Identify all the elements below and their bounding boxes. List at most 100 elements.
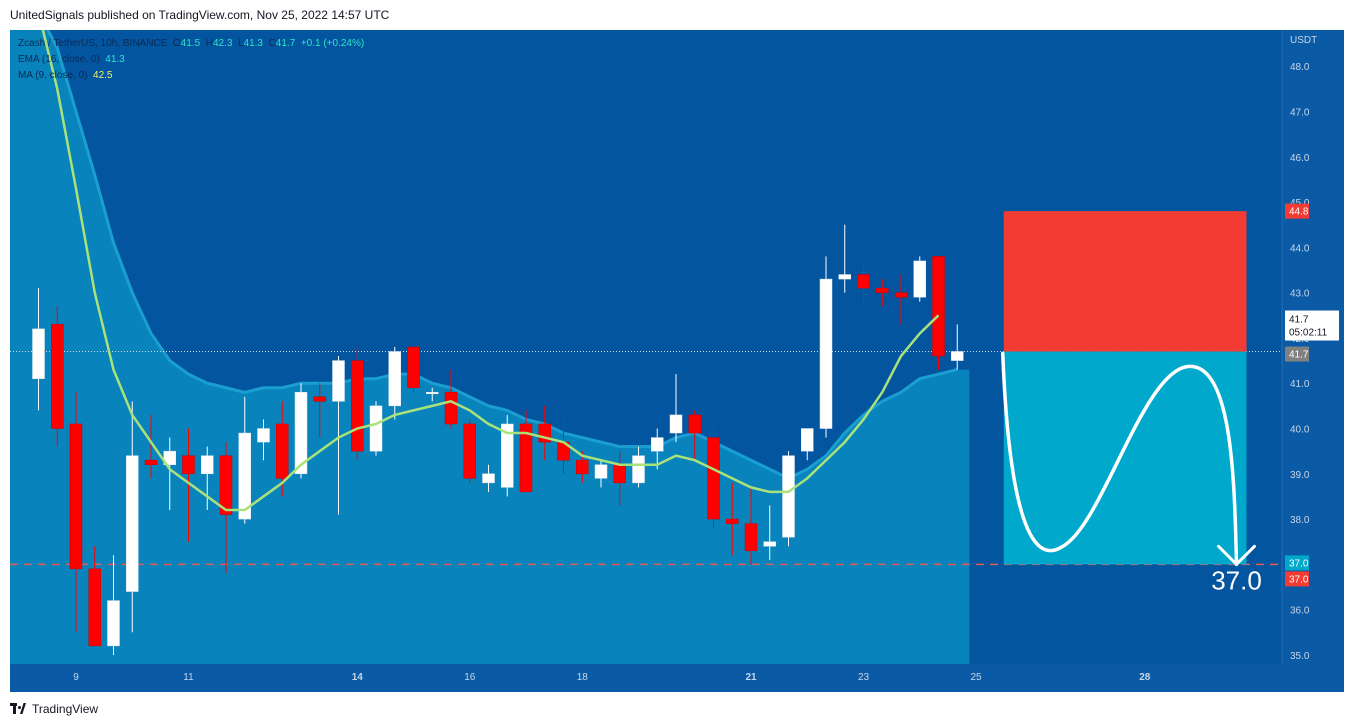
candle-body [688, 414, 701, 434]
x-tick-label: 9 [73, 672, 79, 683]
tradingview-logo-icon [10, 703, 28, 715]
time-axis-background [10, 664, 1344, 692]
candle-body [313, 396, 326, 402]
candle-body [726, 518, 739, 524]
candle-body [276, 423, 289, 479]
candle-body [594, 464, 608, 479]
candle-body [501, 423, 514, 488]
candle-body [857, 274, 870, 289]
x-tick-label: 28 [1139, 672, 1151, 683]
legend-symbol: Zcash / TetherUS, 10h, BINANCE [18, 38, 168, 49]
chart-area[interactable]: 37.048.047.046.045.044.043.042.041.040.0… [10, 30, 1344, 692]
x-tick-label: 11 [183, 672, 194, 683]
legend-change: +0.1 (+0.24%) [300, 38, 365, 49]
candle-body [388, 351, 401, 407]
candle-body [519, 423, 533, 493]
legend-open-value: 41.5 [180, 38, 201, 49]
price-tag [1285, 571, 1309, 587]
y-tick-label: 47.0 [1290, 108, 1310, 119]
candle-body [126, 455, 139, 592]
projected-path-curve [1001, 351, 1239, 567]
legend-ma-label: MA (9, close, 0) [18, 70, 88, 81]
x-tick-label: 14 [352, 672, 364, 683]
last-price-tag [1285, 310, 1339, 341]
take-profit-zone [1003, 351, 1247, 565]
candle-body [238, 432, 251, 520]
target-annotation-label: 37.0 [1211, 565, 1262, 595]
candle-body [144, 459, 158, 465]
candle-body [426, 392, 439, 395]
legend-ema-row: EMA (16, close, 0) 41.3 [18, 52, 364, 68]
candle-body [763, 541, 776, 547]
y-tick-label: 43.0 [1290, 289, 1310, 300]
candle-body [932, 256, 945, 357]
legend-symbol-row: Zcash / TetherUS, 10h, BINANCE O41.5 H42… [18, 36, 364, 52]
candle-body [819, 278, 833, 429]
candle-body [913, 260, 926, 298]
candle-body [32, 328, 45, 379]
ema-line [46, 30, 958, 480]
y-tick-label: 36.0 [1290, 606, 1310, 617]
candle-body [707, 437, 720, 520]
price-chart-svg[interactable]: 37.048.047.046.045.044.043.042.041.040.0… [10, 30, 1344, 692]
ma-line [41, 30, 940, 512]
price-tag-label: 41.7 [1289, 350, 1309, 361]
candle-body [482, 473, 495, 484]
price-tag-label: 37.0 [1289, 574, 1309, 585]
legend-close-label: C [268, 38, 276, 49]
y-tick-label: 44.0 [1290, 243, 1310, 254]
y-tick-label: 40.0 [1290, 425, 1310, 436]
candle-body [651, 437, 664, 452]
legend-ema-value: 41.3 [105, 54, 125, 65]
candle-body [201, 455, 214, 475]
legend-high-label: H [205, 38, 213, 49]
last-price-tag-value: 41.7 [1289, 315, 1309, 326]
candle-body [576, 459, 589, 475]
y-tick-label: 35.0 [1290, 651, 1310, 662]
y-tick-label: 38.0 [1290, 515, 1310, 526]
x-tick-label: 21 [745, 672, 757, 683]
candle-body [838, 274, 851, 280]
legend-open-label: O [172, 38, 181, 49]
stop-loss-zone [1003, 211, 1247, 352]
candle-body [444, 392, 458, 425]
y-tick-label: 48.0 [1290, 62, 1310, 73]
candle-body [407, 346, 420, 389]
candle-body [369, 405, 383, 452]
publish-header: UnitedSignals published on TradingView.c… [0, 0, 1354, 30]
candle-body [182, 455, 195, 475]
candle-body [294, 392, 308, 475]
x-tick-label: 18 [577, 672, 589, 683]
y-tick-label: 45.0 [1290, 198, 1310, 209]
legend-ma-row: MA (9, close, 0) 42.5 [18, 68, 364, 84]
candle-body [219, 455, 233, 515]
price-tag [1285, 203, 1309, 219]
candle-body [951, 351, 964, 361]
candle-body [351, 360, 364, 452]
candle-body [463, 423, 476, 479]
y-tick-label: 41.0 [1290, 379, 1310, 390]
projected-path-arrowhead [1217, 544, 1256, 566]
legend-low-value: 41.3 [243, 38, 263, 49]
chart-legend: Zcash / TetherUS, 10h, BINANCE O41.5 H 42… [18, 36, 364, 84]
candle-body [51, 324, 64, 429]
y-tick-label: 39.0 [1290, 470, 1310, 481]
tradingview-logo[interactable]: TradingView [10, 702, 98, 716]
footer-bar: TradingView [0, 692, 1354, 727]
legend-ma-value: 42.5 [93, 70, 113, 81]
legend-close-value: 41.7 [275, 38, 296, 49]
candle-body [107, 600, 120, 647]
x-tick-label: 23 [858, 672, 870, 683]
price-tag [1285, 346, 1309, 362]
publish-info: UnitedSignals published on TradingView.c… [10, 8, 390, 22]
currency-label: USDT [1290, 35, 1317, 46]
candle-body [894, 292, 908, 298]
y-tick-label: 46.0 [1290, 153, 1310, 164]
candle-body [332, 360, 345, 402]
price-tag-label: 44.8 [1289, 207, 1309, 218]
candle-body [782, 455, 795, 538]
candle-body [632, 455, 645, 484]
candle-body [744, 523, 758, 552]
candle-body [88, 568, 101, 647]
legend-ema-label: EMA (16, close, 0) [18, 54, 100, 65]
